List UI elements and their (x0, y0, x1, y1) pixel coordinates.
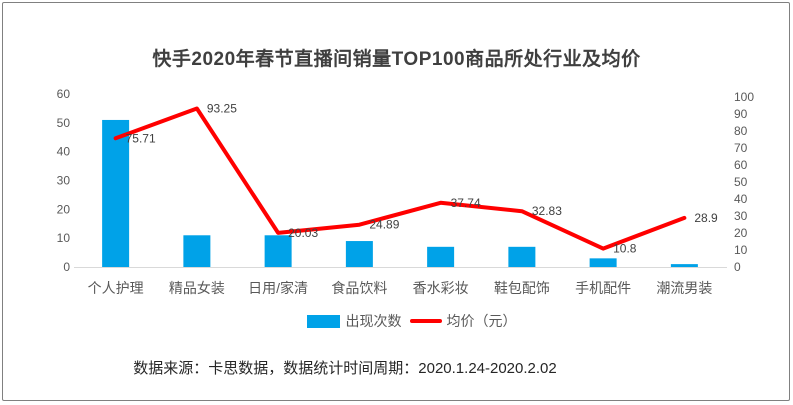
bar (427, 246, 455, 267)
right-axis-tick-label: 30 (734, 209, 748, 223)
line-series (113, 106, 687, 251)
point-data-label: 93.25 (207, 101, 237, 115)
point-data-label: 20.03 (288, 226, 318, 240)
bar-series-swatch-icon (306, 314, 340, 328)
point-data-label: 10.8 (613, 242, 637, 256)
right-axis-tick-label: 70 (734, 141, 748, 155)
right-axis-tick-label: 60 (734, 158, 748, 172)
right-axis-tick-label: 0 (734, 260, 741, 274)
point-data-label: 32.83 (532, 204, 562, 218)
legend-item-bar-series: 出现次数 (306, 311, 402, 331)
right-axis-tick-label: 20 (734, 226, 748, 240)
category-label: 日用/家清 (248, 280, 308, 296)
bar (102, 119, 130, 267)
bar (670, 264, 698, 267)
point-data-label: 75.71 (126, 131, 156, 145)
left-axis-tick-label: 40 (57, 145, 71, 159)
bar (589, 258, 617, 267)
right-axis-tick-label: 10 (734, 243, 748, 257)
image-border-frame (2, 2, 790, 401)
point-data-label: 37.74 (451, 196, 481, 210)
legend: 出现次数 均价（元） (0, 311, 793, 331)
legend-item-line-series: 均价（元） (402, 311, 517, 331)
legend-label-bar-series: 出现次数 (345, 313, 402, 329)
data-source-note: 数据来源：卡思数据，数据统计时间周期：2020.1.24-2020.2.02 (133, 360, 557, 377)
legend-label-line-series: 均价（元） (446, 313, 517, 329)
category-label: 香水彩妆 (413, 280, 469, 296)
bar (508, 246, 536, 267)
category-label: 个人护理 (88, 280, 144, 296)
category-label: 潮流男装 (656, 280, 712, 296)
category-label: 鞋包配饰 (494, 280, 550, 296)
point-data-label: 28.9 (694, 211, 718, 225)
bar (264, 235, 292, 267)
category-label: 食品饮料 (331, 280, 387, 296)
category-label: 精品女装 (169, 280, 225, 296)
bar (345, 241, 373, 267)
right-axis-tick-label: 50 (734, 175, 748, 189)
chart-title: 快手2020年春节直播间销量TOP100商品所处行业及均价 (152, 49, 641, 70)
bar (183, 235, 211, 267)
left-axis-tick-label: 0 (63, 260, 70, 274)
left-axis-tick-label: 20 (57, 202, 71, 216)
right-axis-tick-label: 40 (734, 192, 748, 206)
right-axis-tick-label: 90 (734, 107, 748, 121)
left-axis-tick-label: 50 (57, 116, 71, 130)
category-label: 手机配件 (575, 280, 631, 296)
left-axis-tick-label: 10 (57, 231, 71, 245)
left-axis-tick-label: 30 (57, 174, 71, 188)
left-axis-tick-label: 60 (57, 87, 71, 101)
point-data-label: 24.89 (369, 218, 399, 232)
line-series-swatch-icon (409, 319, 442, 323)
right-axis-tick-label: 100 (734, 90, 754, 104)
right-axis-tick-label: 80 (734, 124, 748, 138)
